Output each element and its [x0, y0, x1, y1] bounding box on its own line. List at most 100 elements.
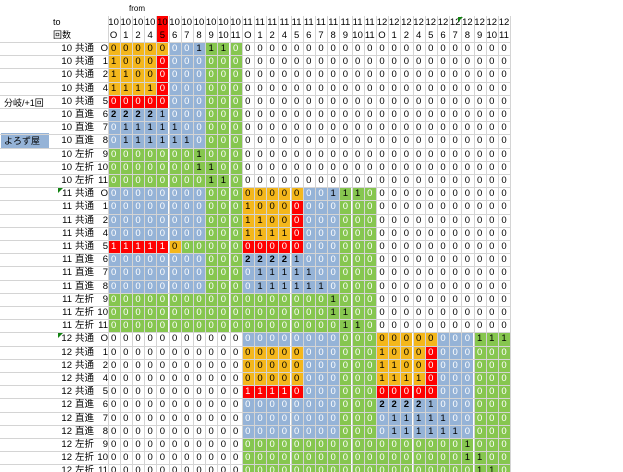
- data-cell[interactable]: 0: [290, 411, 303, 425]
- data-cell[interactable]: 0: [241, 187, 254, 201]
- data-cell[interactable]: 0: [229, 398, 242, 412]
- data-cell[interactable]: 0: [400, 358, 413, 372]
- column-header-group[interactable]: 10: [181, 17, 193, 28]
- data-cell[interactable]: 0: [424, 108, 437, 122]
- data-cell[interactable]: 0: [339, 292, 352, 306]
- data-cell[interactable]: 0: [253, 81, 267, 95]
- data-cell[interactable]: 0: [144, 306, 157, 320]
- data-cell[interactable]: 0: [180, 411, 193, 425]
- data-cell[interactable]: 0: [485, 385, 498, 399]
- data-cell[interactable]: 0: [424, 279, 437, 293]
- column-header-sub[interactable]: 9: [476, 30, 483, 41]
- data-cell[interactable]: 0: [302, 319, 315, 333]
- data-cell[interactable]: 0: [436, 319, 450, 333]
- data-cell[interactable]: 0: [400, 160, 413, 174]
- data-cell[interactable]: 0: [217, 464, 230, 472]
- data-cell[interactable]: 0: [241, 358, 254, 372]
- data-cell[interactable]: 0: [485, 134, 498, 148]
- data-cell[interactable]: 0: [473, 385, 486, 399]
- data-cell[interactable]: 0: [314, 398, 328, 412]
- data-cell[interactable]: 0: [436, 226, 450, 240]
- data-cell[interactable]: 0: [497, 253, 511, 267]
- data-cell[interactable]: 0: [168, 200, 181, 214]
- data-cell[interactable]: 0: [449, 240, 462, 254]
- data-cell[interactable]: 1: [119, 134, 132, 148]
- data-cell[interactable]: 0: [314, 94, 328, 108]
- data-cell[interactable]: 0: [327, 464, 340, 472]
- data-cell[interactable]: 0: [253, 438, 267, 452]
- column-header-group[interactable]: 11: [364, 17, 375, 28]
- data-cell[interactable]: 0: [266, 108, 279, 122]
- data-cell[interactable]: 0: [266, 42, 279, 56]
- data-cell[interactable]: 0: [327, 385, 340, 399]
- data-cell[interactable]: 0: [412, 174, 425, 188]
- data-cell[interactable]: 0: [302, 134, 315, 148]
- data-cell[interactable]: 0: [351, 42, 364, 56]
- data-cell[interactable]: 0: [168, 187, 181, 201]
- data-cell[interactable]: 0: [375, 187, 389, 201]
- data-cell[interactable]: 2: [119, 108, 132, 122]
- data-cell[interactable]: 0: [375, 464, 389, 472]
- data-cell[interactable]: 0: [485, 160, 498, 174]
- data-cell[interactable]: 0: [290, 174, 303, 188]
- data-cell[interactable]: 0: [461, 94, 474, 108]
- data-cell[interactable]: 0: [412, 451, 425, 465]
- data-cell[interactable]: 0: [168, 438, 181, 452]
- data-cell[interactable]: 0: [327, 438, 340, 452]
- data-cell[interactable]: 0: [205, 226, 218, 240]
- data-cell[interactable]: 0: [131, 319, 145, 333]
- data-cell[interactable]: 0: [131, 438, 145, 452]
- data-cell[interactable]: 0: [278, 398, 291, 412]
- column-header-group[interactable]: 11: [255, 17, 265, 28]
- data-cell[interactable]: 0: [192, 94, 206, 108]
- data-cell[interactable]: 0: [327, 372, 340, 386]
- data-cell[interactable]: 0: [278, 213, 291, 227]
- data-cell[interactable]: 0: [192, 134, 206, 148]
- data-cell[interactable]: 0: [461, 319, 474, 333]
- data-cell[interactable]: 0: [168, 451, 181, 465]
- data-cell[interactable]: 0: [119, 213, 132, 227]
- data-cell[interactable]: 0: [497, 68, 511, 82]
- data-cell[interactable]: 1: [485, 464, 498, 472]
- data-cell[interactable]: 0: [131, 279, 145, 293]
- data-cell[interactable]: 0: [461, 253, 474, 267]
- data-cell[interactable]: 1: [327, 292, 340, 306]
- data-cell[interactable]: 0: [253, 292, 267, 306]
- row-count-cell[interactable]: 6: [102, 399, 108, 411]
- data-cell[interactable]: 0: [363, 42, 376, 56]
- data-cell[interactable]: 0: [144, 438, 157, 452]
- data-cell[interactable]: 0: [339, 451, 352, 465]
- data-cell[interactable]: 0: [131, 292, 145, 306]
- data-cell[interactable]: 0: [144, 266, 157, 280]
- data-cell[interactable]: 2: [107, 108, 120, 122]
- data-cell[interactable]: 0: [229, 42, 242, 56]
- data-cell[interactable]: 0: [314, 42, 328, 56]
- data-cell[interactable]: 0: [351, 306, 364, 320]
- data-cell[interactable]: 0: [363, 94, 376, 108]
- data-cell[interactable]: 0: [217, 345, 230, 359]
- data-cell[interactable]: 0: [131, 94, 145, 108]
- data-cell[interactable]: 0: [339, 411, 352, 425]
- data-cell[interactable]: 0: [180, 306, 193, 320]
- data-cell[interactable]: 0: [266, 187, 279, 201]
- data-cell[interactable]: 0: [107, 213, 120, 227]
- data-cell[interactable]: 0: [266, 213, 279, 227]
- data-cell[interactable]: 0: [485, 253, 498, 267]
- data-cell[interactable]: 0: [119, 345, 132, 359]
- data-cell[interactable]: 0: [144, 187, 157, 201]
- data-cell[interactable]: 0: [424, 266, 437, 280]
- row-group-cell[interactable]: 11: [62, 293, 72, 305]
- data-cell[interactable]: 0: [473, 319, 486, 333]
- data-cell[interactable]: 0: [449, 411, 462, 425]
- data-cell[interactable]: 0: [241, 398, 254, 412]
- data-cell[interactable]: 0: [424, 385, 437, 399]
- data-cell[interactable]: 0: [278, 42, 291, 56]
- data-cell[interactable]: 0: [278, 187, 291, 201]
- data-cell[interactable]: 0: [485, 319, 498, 333]
- data-cell[interactable]: 2: [131, 108, 145, 122]
- row-count-cell[interactable]: 10: [97, 307, 108, 318]
- data-cell[interactable]: 0: [253, 174, 267, 188]
- column-header-sub[interactable]: 5: [428, 30, 434, 41]
- column-header-sub[interactable]: 5: [156, 29, 169, 42]
- data-cell[interactable]: 0: [363, 306, 376, 320]
